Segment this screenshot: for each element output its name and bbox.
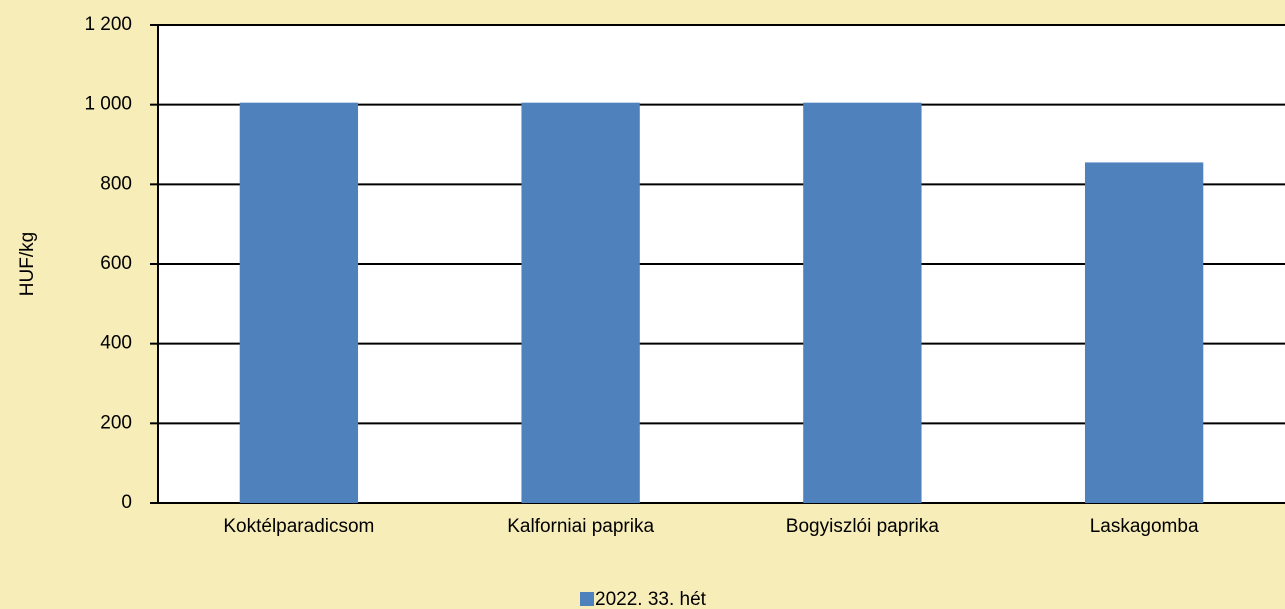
y-tick-label: 800: [100, 173, 132, 194]
y-tick-label: 1 200: [84, 14, 132, 35]
bar: [239, 102, 359, 504]
y-axis-label: HUF/kg: [17, 232, 38, 296]
legend-swatch: [580, 592, 594, 606]
bar: [803, 102, 922, 504]
x-tick-label: Laskagomba: [1090, 516, 1199, 537]
bar: [1084, 162, 1204, 504]
legend-label: 2022. 33. hét: [595, 589, 707, 609]
x-tick-label: Bogyiszlói paprika: [786, 516, 940, 537]
x-tick-label: Koktélparadicsom: [223, 516, 374, 537]
y-tick-label: 1 000: [84, 94, 132, 115]
y-tick-label: 400: [100, 333, 132, 354]
bar: [521, 102, 640, 504]
y-tick-label: 0: [121, 492, 132, 513]
x-tick-label: Kalforniai paprika: [507, 516, 654, 537]
y-tick-label: 200: [100, 412, 132, 433]
y-tick-label: 600: [100, 253, 132, 274]
